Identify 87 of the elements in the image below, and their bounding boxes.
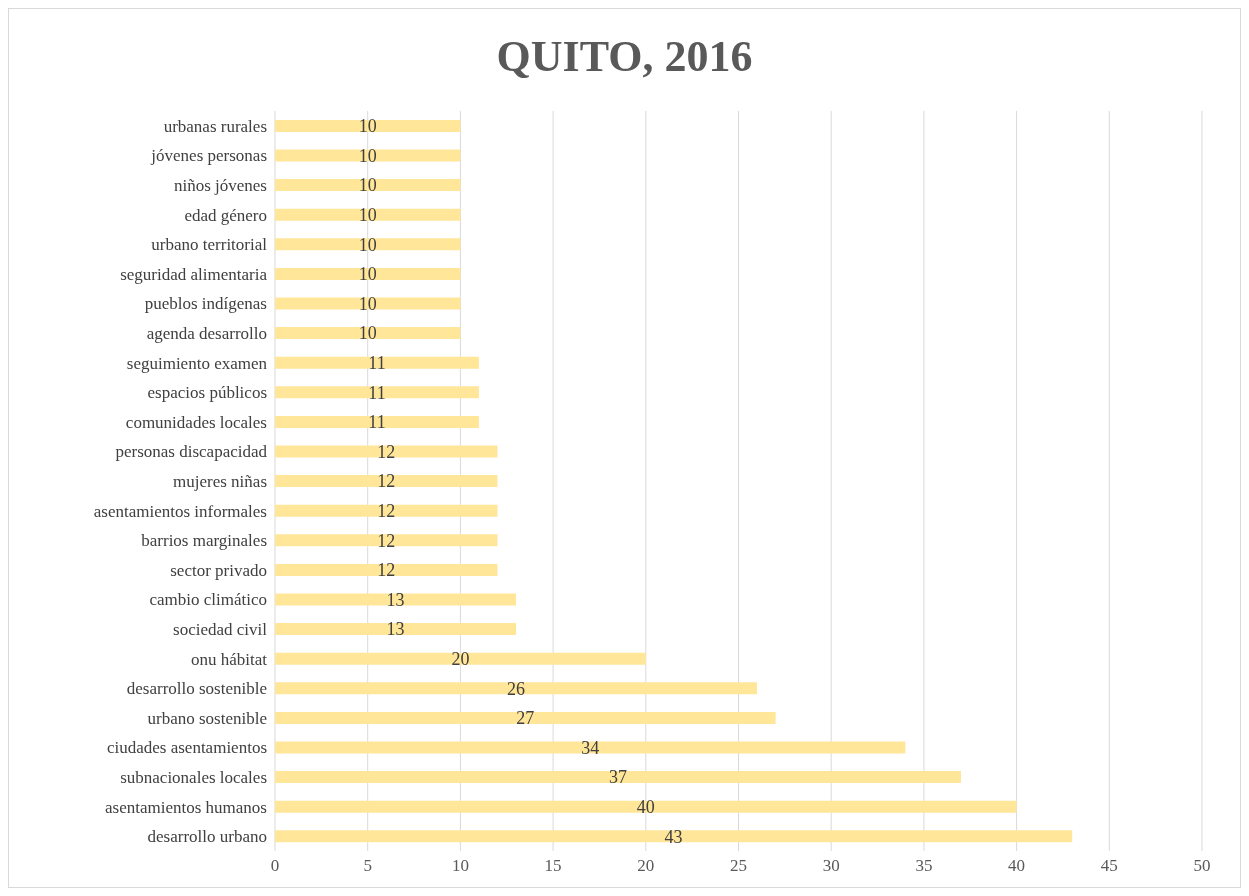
y-tick-label: comunidades locales [125,412,267,432]
data-label: 12 [377,501,396,522]
bar [275,652,646,665]
bar [275,504,498,517]
data-label: 13 [386,619,405,640]
x-tick-label: 40 [1008,856,1026,876]
data-label: 11 [368,353,386,374]
y-tick-label: urbano sostenible [147,708,267,728]
data-label: 12 [377,471,396,492]
bar [275,771,961,784]
y-tick-label: personas discapacidad [115,442,268,462]
data-label: 12 [377,530,396,551]
x-tick-label: 30 [822,856,840,876]
y-tick-label: espacios públicos [147,383,267,403]
y-tick-label: jóvenes personas [150,146,267,166]
bar [275,267,461,280]
bar [275,445,498,458]
y-tick-label: cambio climático [149,590,267,610]
data-label: 43 [664,826,683,847]
y-tick-label: barrios marginales [141,531,267,551]
bar [275,149,461,162]
data-label: 11 [368,412,386,433]
bar [275,208,461,221]
data-label: 10 [358,145,377,166]
bar [275,356,479,369]
bar [275,415,479,428]
y-tick-label: asentamientos informales [93,501,267,521]
bar [275,563,498,576]
x-tick-label: 10 [451,856,469,876]
bar [275,682,758,695]
x-tick-label: 25 [730,856,747,876]
bar [275,534,498,547]
x-tick-label: 45 [1100,856,1118,876]
y-tick-label: agenda desarrollo [146,324,267,344]
y-tick-label: sector privado [170,560,267,580]
bar [275,119,461,132]
bar [275,238,461,251]
bar [275,593,517,606]
x-tick-label: 15 [544,856,562,876]
data-label: 34 [581,737,600,758]
bar [275,327,461,340]
data-label: 27 [516,708,535,729]
chart-title: QUITO, 2016 [495,31,754,83]
data-label: 37 [608,767,627,788]
x-tick-label: 50 [1193,856,1211,876]
y-tick-label: onu hábitat [190,649,268,669]
y-tick-label: mujeres niñas [173,472,267,492]
bar [275,623,517,636]
data-label: 12 [377,441,396,462]
y-tick-label: seguridad alimentaria [120,264,268,284]
y-tick-label: niños jóvenes [173,176,267,196]
y-tick-label: asentamientos humanos [105,797,267,817]
y-tick-label: ciudades asentamientos [106,738,267,758]
bar [275,711,776,724]
data-label: 10 [358,205,377,226]
y-tick-label: desarrollo sostenible [126,679,267,699]
data-label: 10 [358,293,377,314]
data-label: 13 [386,589,405,610]
x-tick-label: 35 [915,856,933,876]
bar [275,475,498,488]
bar [275,741,906,754]
data-label: 12 [377,560,396,581]
y-tick-label: sociedad civil [173,620,268,640]
data-label: 10 [358,234,377,255]
data-label: 26 [507,678,526,699]
data-label: 20 [451,649,470,670]
y-tick-label: edad género [184,205,267,225]
bar [275,297,461,310]
y-tick-label: seguimiento examen [126,353,268,373]
data-label: 10 [358,175,377,196]
data-label: 10 [358,323,377,344]
bar [275,386,479,399]
y-tick-label: urbanas rurales [163,116,267,136]
y-tick-label: subnacionales locales [120,768,267,788]
data-label: 40 [636,797,655,818]
bar [275,800,1017,813]
x-tick-label: 20 [637,856,655,876]
y-tick-label: desarrollo urbano [147,827,267,847]
data-label: 10 [358,116,377,137]
y-tick-label: pueblos indígenas [144,294,267,314]
y-tick-label: urbano territorial [151,235,268,255]
x-tick-label: 5 [363,856,372,876]
bar [275,830,1073,843]
x-tick-label: 0 [270,856,280,876]
bar [275,179,461,192]
data-label: 10 [358,264,377,285]
data-label: 11 [368,382,386,403]
